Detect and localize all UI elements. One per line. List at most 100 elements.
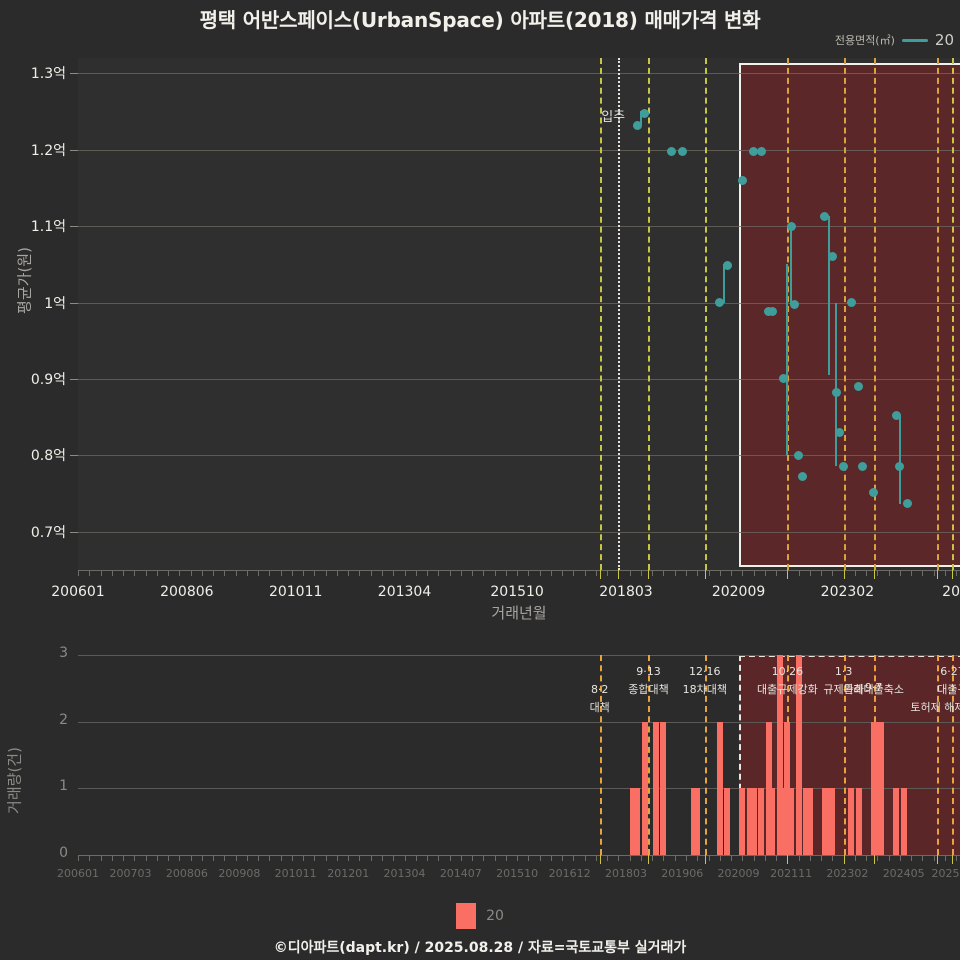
volume-bar[interactable] bbox=[795, 655, 802, 855]
bottom-x-policy-tick bbox=[599, 855, 601, 864]
volume-bar[interactable] bbox=[765, 721, 772, 855]
volume-bar[interactable] bbox=[630, 788, 637, 855]
volume-bar[interactable] bbox=[758, 788, 765, 855]
price-point[interactable] bbox=[666, 146, 676, 156]
bottom-x-minor-tick bbox=[100, 855, 102, 861]
volume-bar-plot[interactable]: 8·2 대책 9·13 종합대책 12·16 18차대책 10·26 대출규제강화 1·3 규제완… bbox=[78, 655, 960, 855]
price-point[interactable] bbox=[640, 108, 650, 118]
volume-bar[interactable] bbox=[870, 721, 877, 855]
bottom-x-minor-tick bbox=[359, 855, 361, 861]
price-point[interactable] bbox=[827, 252, 837, 262]
main-x-minor-tick bbox=[686, 570, 688, 576]
bottom-x-minor-tick bbox=[269, 855, 271, 861]
policy-marker-line bbox=[843, 655, 846, 855]
volume-bar[interactable] bbox=[641, 721, 648, 855]
volume-bar[interactable] bbox=[750, 788, 757, 855]
bottom-x-minor-tick bbox=[393, 855, 395, 861]
volume-bar[interactable] bbox=[784, 721, 791, 855]
price-point[interactable] bbox=[722, 261, 732, 271]
price-connector bbox=[898, 415, 901, 504]
main-x-minor-tick bbox=[652, 570, 654, 576]
price-point[interactable] bbox=[756, 147, 766, 157]
volume-bar[interactable] bbox=[746, 788, 753, 855]
main-x-minor-tick bbox=[944, 570, 946, 576]
volume-bar[interactable] bbox=[821, 788, 828, 855]
main-x-minor-tick bbox=[258, 570, 260, 576]
volume-bar[interactable] bbox=[874, 721, 881, 855]
main-x-minor-tick bbox=[595, 570, 597, 576]
volume-bar[interactable] bbox=[825, 788, 832, 855]
price-point[interactable] bbox=[677, 146, 687, 156]
volume-bar[interactable] bbox=[694, 788, 701, 855]
price-scatter-plot[interactable]: 입주 bbox=[78, 58, 960, 570]
bottom-x-minor-tick bbox=[562, 855, 564, 861]
volume-bar[interactable] bbox=[806, 788, 813, 855]
price-point[interactable] bbox=[786, 221, 796, 231]
volume-bar[interactable] bbox=[690, 788, 697, 855]
main-x-minor-tick bbox=[348, 570, 350, 576]
bottom-x-policy-tick bbox=[873, 855, 875, 864]
price-point[interactable] bbox=[794, 450, 804, 460]
price-point[interactable] bbox=[737, 175, 747, 185]
policy-marker-line bbox=[704, 655, 707, 855]
bottom-x-minor-tick bbox=[776, 855, 778, 861]
bottom-x-minor-tick bbox=[573, 855, 575, 861]
bottom-x-tick-label: 201304 bbox=[383, 867, 426, 880]
main-x-tick-label: 200601 bbox=[51, 584, 105, 600]
volume-bar[interactable] bbox=[634, 788, 641, 855]
volume-chart-legend: 20 bbox=[0, 903, 960, 929]
price-point[interactable] bbox=[839, 461, 849, 471]
price-point[interactable] bbox=[779, 374, 789, 384]
volume-bar[interactable] bbox=[769, 788, 776, 855]
main-x-policy-tick bbox=[937, 570, 939, 579]
price-point[interactable] bbox=[854, 382, 864, 392]
legend-bar-swatch bbox=[456, 903, 477, 929]
volume-bar[interactable] bbox=[893, 788, 900, 855]
volume-bar[interactable] bbox=[855, 788, 862, 855]
price-point[interactable] bbox=[831, 388, 841, 398]
main-y-tick-mark bbox=[70, 226, 78, 228]
volume-bar[interactable] bbox=[776, 655, 783, 855]
price-point[interactable] bbox=[632, 120, 642, 130]
main-x-minor-tick bbox=[134, 570, 136, 576]
volume-bar[interactable] bbox=[739, 788, 746, 855]
main-y-tick-label: 0.9억 bbox=[30, 371, 66, 388]
price-point[interactable] bbox=[820, 211, 830, 221]
bottom-x-minor-tick bbox=[291, 855, 293, 861]
price-point[interactable] bbox=[846, 298, 856, 308]
policy-name-label: 대출규 bbox=[937, 683, 960, 696]
price-point[interactable] bbox=[835, 427, 845, 437]
volume-bar[interactable] bbox=[788, 788, 795, 855]
main-x-minor-tick bbox=[922, 570, 924, 576]
main-y-tick-label: 1.1억 bbox=[30, 219, 66, 236]
price-point[interactable] bbox=[895, 461, 905, 471]
volume-bar[interactable] bbox=[652, 721, 659, 855]
main-x-minor-tick bbox=[663, 570, 665, 576]
volume-bar[interactable] bbox=[724, 788, 731, 855]
price-point[interactable] bbox=[857, 461, 867, 471]
policy-marker-line bbox=[648, 58, 651, 570]
policy-marker-line bbox=[787, 58, 790, 570]
bottom-x-minor-tick bbox=[764, 855, 766, 861]
volume-bar[interactable] bbox=[878, 721, 885, 855]
price-point[interactable] bbox=[869, 487, 879, 497]
volume-bar[interactable] bbox=[803, 788, 810, 855]
price-point[interactable] bbox=[749, 147, 759, 157]
volume-bar[interactable] bbox=[900, 788, 907, 855]
volume-bar[interactable] bbox=[848, 788, 855, 855]
volume-bar[interactable] bbox=[716, 721, 723, 855]
policy-date-label: 9·13 bbox=[636, 665, 661, 678]
price-point[interactable] bbox=[891, 411, 901, 421]
price-point[interactable] bbox=[797, 472, 807, 482]
volume-bar[interactable] bbox=[829, 788, 836, 855]
main-x-minor-tick bbox=[731, 570, 733, 576]
move-in-annotation: 입주 bbox=[601, 110, 626, 126]
volume-bar[interactable] bbox=[660, 721, 667, 855]
price-point[interactable] bbox=[715, 298, 725, 308]
price-point[interactable] bbox=[767, 307, 777, 317]
price-point[interactable] bbox=[790, 299, 800, 309]
volume-bar[interactable] bbox=[780, 788, 787, 855]
main-x-minor-tick bbox=[224, 570, 226, 576]
price-point[interactable] bbox=[902, 499, 912, 509]
main-x-minor-tick bbox=[821, 570, 823, 576]
